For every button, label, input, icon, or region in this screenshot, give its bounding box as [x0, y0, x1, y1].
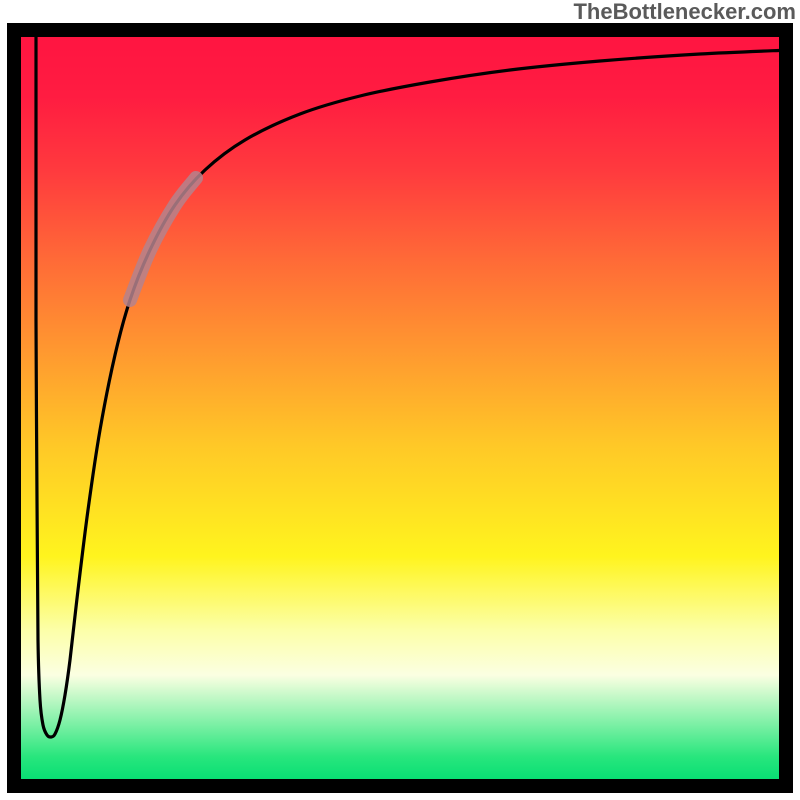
bottleneck-chart	[0, 0, 800, 800]
chart-container: TheBottlenecker.com	[0, 0, 800, 800]
attribution-label: TheBottlenecker.com	[573, 0, 796, 24]
